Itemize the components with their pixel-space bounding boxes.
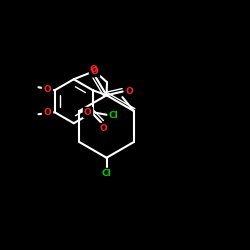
- Text: Cl: Cl: [109, 111, 118, 120]
- Text: O: O: [90, 65, 97, 74]
- Bar: [99, 124, 108, 133]
- Bar: [108, 110, 120, 120]
- Text: O: O: [84, 108, 91, 117]
- Bar: [42, 108, 52, 118]
- Text: O: O: [100, 124, 108, 133]
- Text: Cl: Cl: [102, 169, 112, 178]
- Text: O: O: [91, 66, 98, 76]
- Text: O: O: [125, 86, 133, 96]
- Bar: [90, 66, 99, 76]
- Bar: [42, 84, 52, 94]
- Bar: [124, 86, 134, 96]
- Bar: [88, 65, 98, 74]
- Bar: [100, 169, 112, 179]
- Bar: [83, 108, 92, 117]
- Text: O: O: [43, 108, 51, 117]
- Text: O: O: [43, 84, 51, 94]
